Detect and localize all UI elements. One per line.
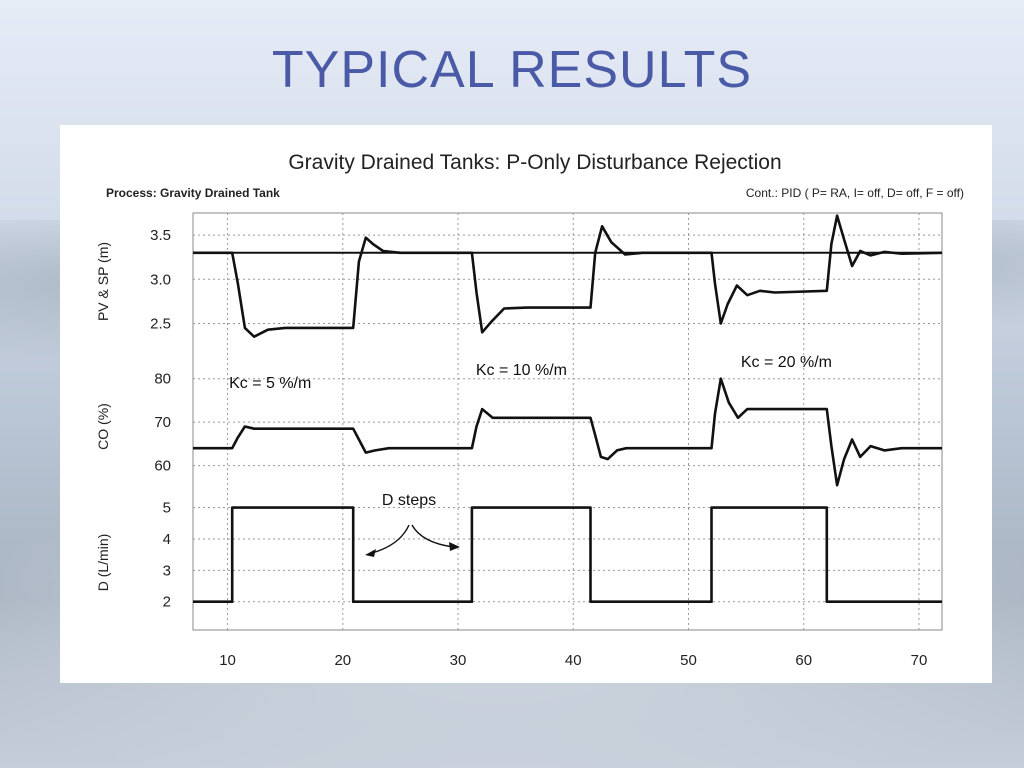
x-tick-label: 10 bbox=[219, 652, 236, 669]
plot-frame bbox=[192, 212, 943, 631]
chart-subtitle-right: Cont.: PID ( P= RA, I= off, D= off, F = … bbox=[746, 186, 964, 200]
kc-annotation: Kc = 20 %/m bbox=[741, 354, 832, 371]
y-tick-label: 3.5 bbox=[150, 227, 171, 244]
x-tick-label: 70 bbox=[911, 652, 928, 669]
y-tick-label: 4 bbox=[163, 531, 171, 548]
d-steps-arrow-right bbox=[411, 524, 455, 548]
d-steps-arrowhead-right bbox=[449, 542, 460, 551]
x-tick-label: 50 bbox=[680, 652, 697, 669]
y-tick-label: 3 bbox=[163, 562, 171, 579]
slide-title: TYPICAL RESULTS bbox=[271, 41, 753, 99]
d-steps-arrowhead-left bbox=[365, 549, 376, 557]
y-tick-label: 2.5 bbox=[150, 315, 171, 332]
x-tick-label: 60 bbox=[795, 652, 812, 669]
chart-panel: Gravity Drained Tanks: P-Only Disturbanc… bbox=[60, 125, 992, 683]
kc-annotation: Kc = 10 %/m bbox=[476, 362, 567, 379]
y-tick-label: 70 bbox=[154, 414, 171, 431]
y-axis-label: D (L/min) bbox=[95, 534, 111, 592]
chart-subtitle-left: Process: Gravity Drained Tank bbox=[106, 186, 280, 200]
x-tick-label: 40 bbox=[565, 652, 582, 669]
y-tick-label: 80 bbox=[154, 371, 171, 388]
x-tick-label: 30 bbox=[450, 652, 467, 669]
y-axis-label: PV & SP (m) bbox=[95, 242, 111, 321]
y-tick-label: 2 bbox=[163, 594, 171, 611]
chart-svg: Gravity Drained Tanks: P-Only Disturbanc… bbox=[95, 151, 964, 669]
x-tick-label: 20 bbox=[334, 652, 351, 669]
d-steps-arrow-left bbox=[371, 524, 410, 554]
series-line-pv bbox=[193, 214, 943, 338]
kc-annotation: Kc = 5 %/m bbox=[229, 375, 311, 392]
chart-title: Gravity Drained Tanks: P-Only Disturbanc… bbox=[288, 151, 781, 174]
series-line-co bbox=[193, 377, 942, 487]
series-line-d bbox=[193, 506, 942, 604]
d-steps-annotation: D steps bbox=[382, 492, 436, 509]
y-tick-label: 5 bbox=[163, 500, 171, 517]
y-tick-label: 60 bbox=[154, 458, 171, 475]
y-axis-label: CO (%) bbox=[95, 403, 111, 450]
y-tick-label: 3.0 bbox=[150, 271, 171, 288]
